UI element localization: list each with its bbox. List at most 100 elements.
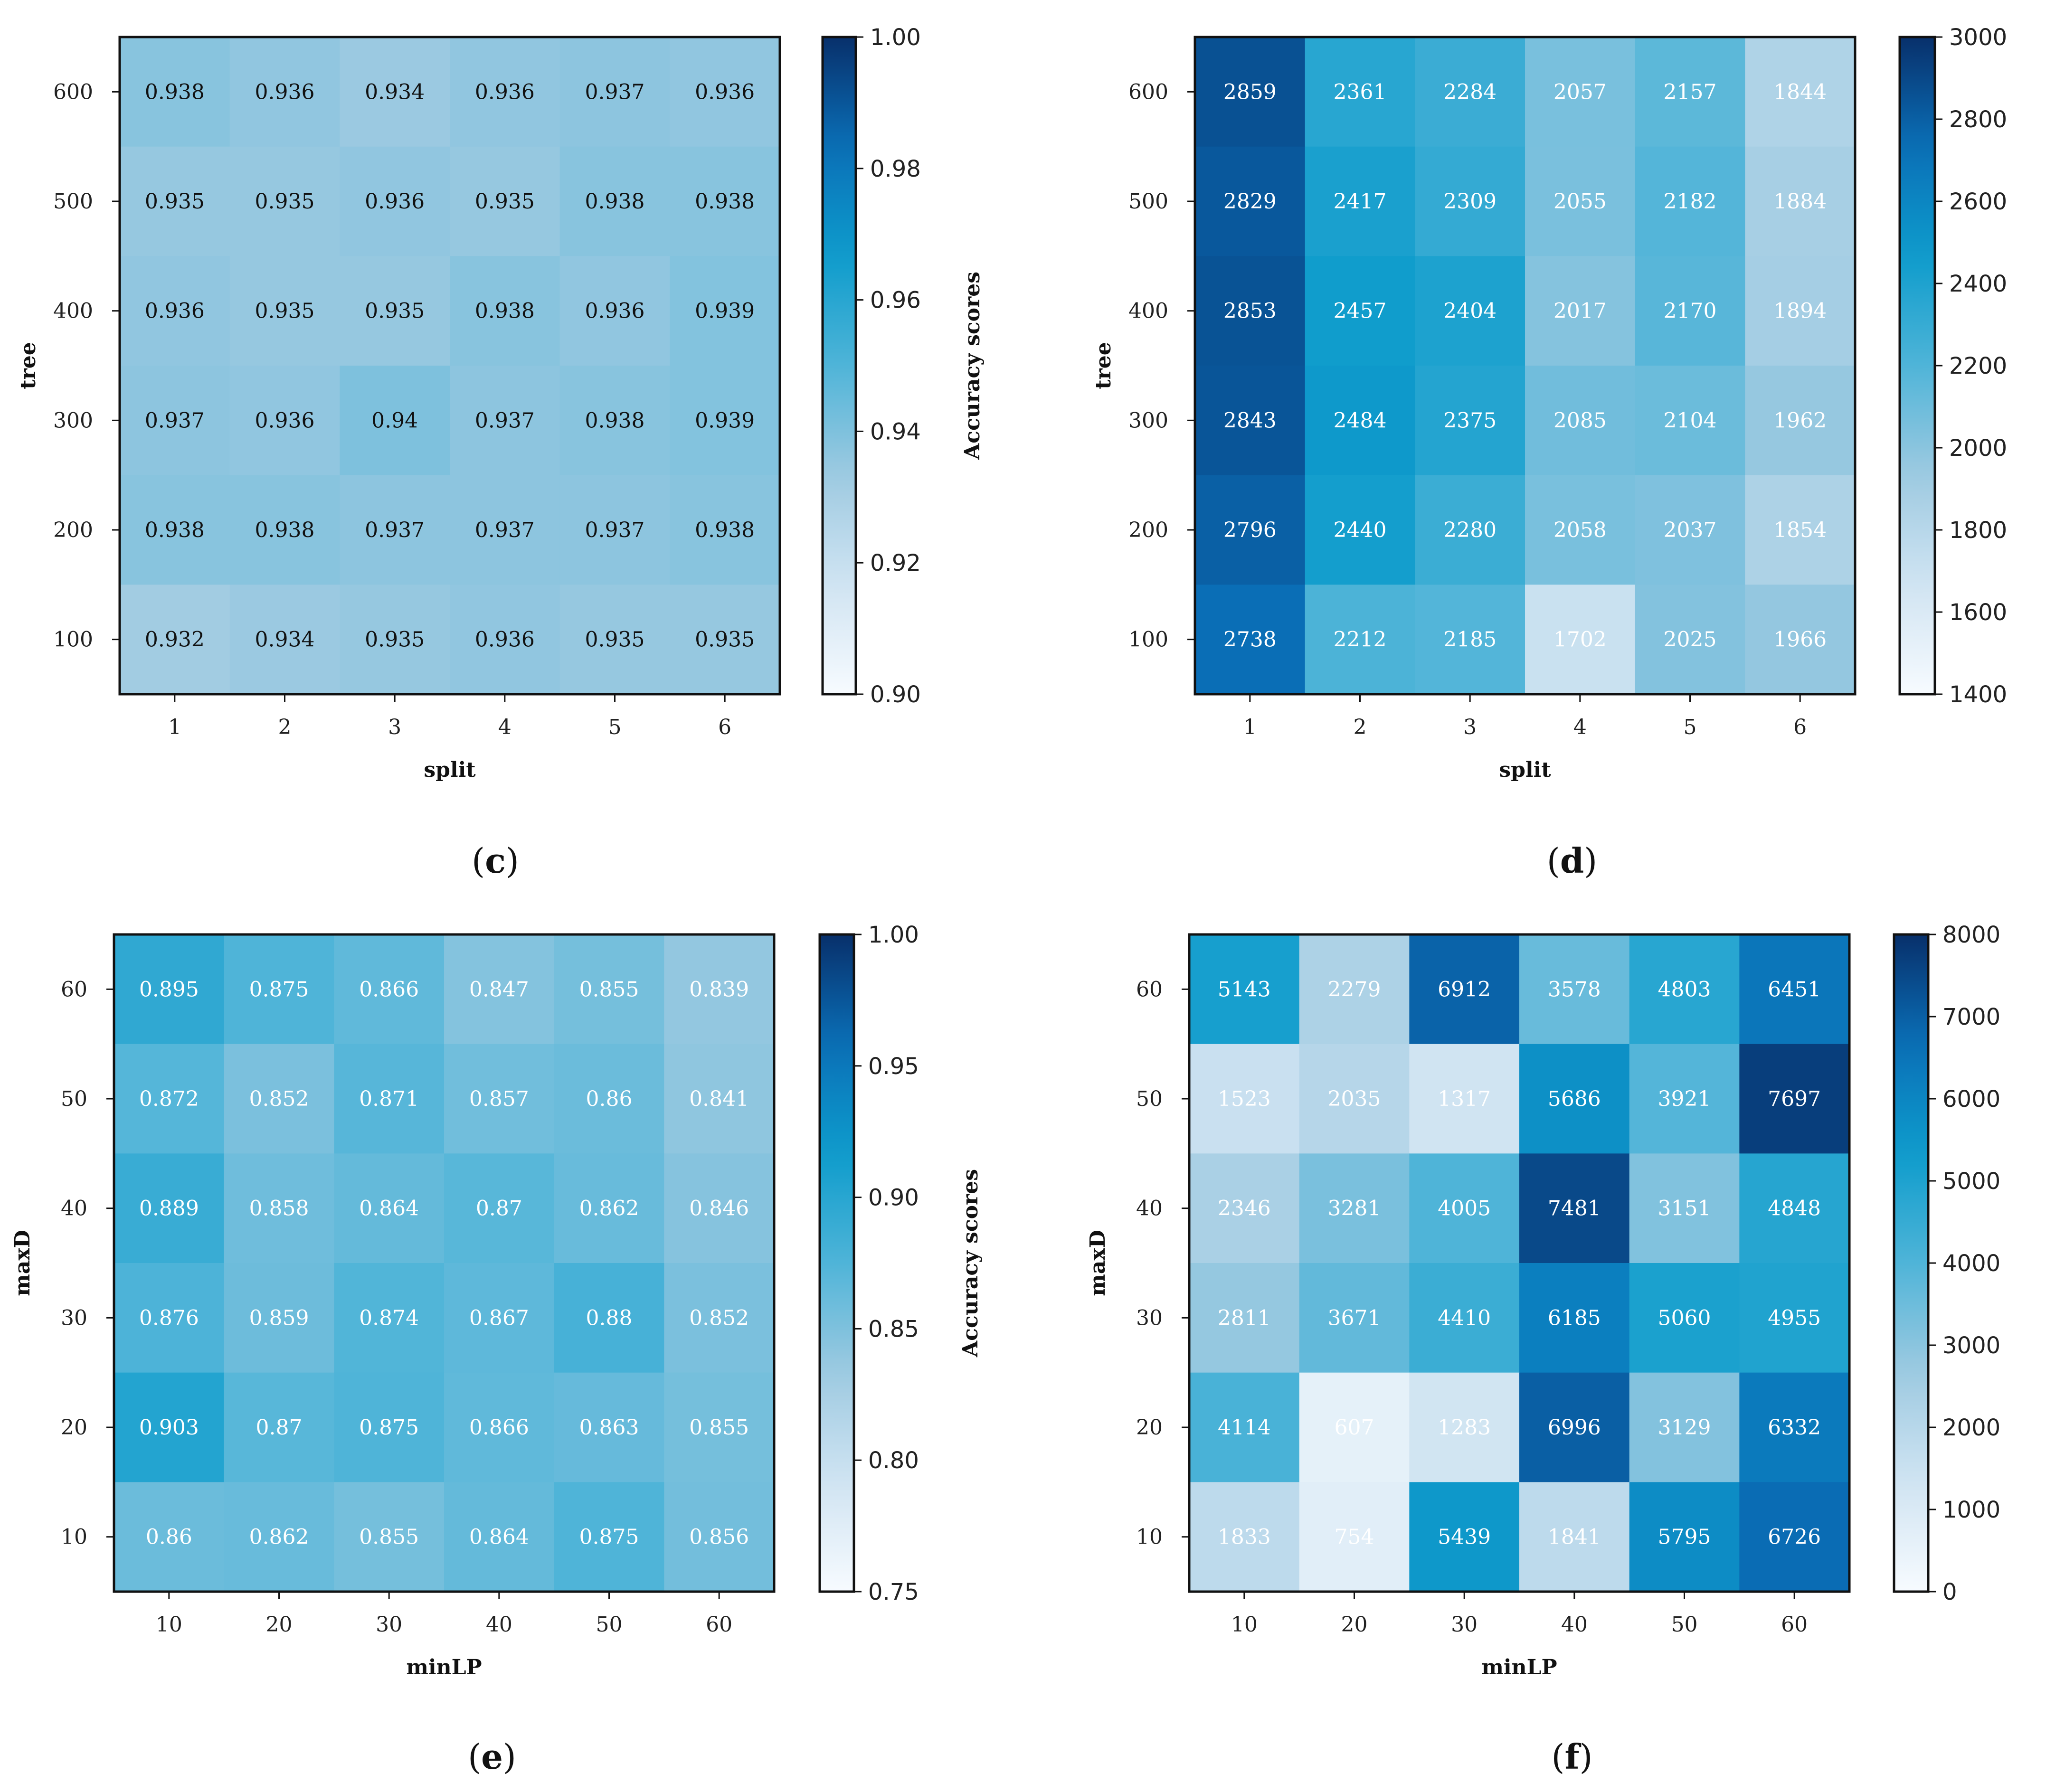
heatmap-cell <box>1525 37 1636 147</box>
heatmap-cell <box>334 934 445 1045</box>
colorbar-tick-label: 0.80 <box>868 1447 919 1474</box>
cell-value-label: 6332 <box>1768 1415 1821 1440</box>
caption-letter: d <box>1560 840 1584 881</box>
cell-value-label: 1702 <box>1553 628 1607 652</box>
heatmap-cell <box>559 256 670 366</box>
y-tick-label: 300 <box>53 408 93 433</box>
heatmap-cell <box>554 1482 664 1592</box>
colorbar-tick-label: 0.92 <box>870 550 921 576</box>
heatmap-frame <box>1194 36 1857 696</box>
caption-letter: c <box>485 840 506 881</box>
cell-value-label: 0.938 <box>145 518 205 542</box>
heatmap-cell <box>450 146 560 256</box>
cell-value-label: 2440 <box>1334 518 1387 542</box>
cell-value-label: 0.934 <box>365 80 425 104</box>
cell-value-label: 0.876 <box>139 1306 199 1330</box>
colorbar-tick-label: 7000 <box>1942 1004 2000 1030</box>
colorbar-frame <box>818 933 855 1593</box>
x-tick-label: 10 <box>156 1613 182 1637</box>
panel-caption: (d) <box>1547 840 1598 881</box>
x-tick-label: 20 <box>1341 1613 1368 1637</box>
cell-value-label: 3921 <box>1658 1087 1711 1111</box>
colorbar-tick-label: 0.85 <box>868 1316 919 1342</box>
cell-value-label: 0.864 <box>469 1525 529 1549</box>
y-tick-label: 600 <box>1128 80 1168 104</box>
cell-value-label: 6185 <box>1548 1306 1601 1330</box>
heatmap-cell <box>340 146 450 256</box>
caption-close-paren: ) <box>503 1737 516 1777</box>
heatmap-cell <box>340 37 450 147</box>
x-axis-label: split <box>1499 758 1551 782</box>
colorbar-tick-label: 1400 <box>1949 681 2007 708</box>
heatmap-cell <box>554 1372 664 1482</box>
heatmap-cell <box>1745 366 1856 476</box>
heatmap-cell <box>450 585 560 695</box>
x-tick-label: 40 <box>486 1613 512 1637</box>
heatmap-cell <box>1629 1263 1740 1373</box>
heatmap-cell <box>224 934 334 1045</box>
heatmap-cell <box>1629 934 1740 1045</box>
heatmap-cell <box>1195 585 1306 695</box>
cell-value-label: 2025 <box>1664 628 1717 652</box>
colorbar-label: Accuracy scores <box>960 272 985 460</box>
heatmap-cell <box>224 1482 334 1592</box>
heatmap-cell <box>1415 37 1525 147</box>
heatmap-cell <box>1415 585 1525 695</box>
heatmap-cell <box>1195 256 1306 366</box>
cell-value-label: 4803 <box>1658 977 1711 1001</box>
heatmap-cell <box>1629 1044 1740 1154</box>
panel-caption: (c) <box>472 840 519 881</box>
heatmap-cell <box>1305 585 1415 695</box>
cell-value-label: 2417 <box>1334 189 1387 214</box>
cell-value-label: 1966 <box>1773 628 1827 652</box>
cell-value-label: 0.939 <box>695 408 755 433</box>
heatmap-cell <box>1635 475 1745 585</box>
cell-value-label: 0.859 <box>249 1306 309 1330</box>
y-tick-label: 10 <box>1136 1525 1163 1549</box>
cell-value-label: 0.937 <box>475 518 535 542</box>
y-tick-label: 100 <box>53 628 93 652</box>
cell-value-label: 5795 <box>1658 1525 1711 1549</box>
heatmap-cell <box>1415 475 1525 585</box>
cell-value-label: 2170 <box>1664 299 1717 323</box>
x-tick-label: 3 <box>1463 715 1477 739</box>
cell-value-label: 0.935 <box>365 299 425 323</box>
heatmap-cell <box>334 1263 445 1373</box>
cell-value-label: 0.875 <box>579 1525 639 1549</box>
x-tick-label: 5 <box>1684 715 1697 739</box>
y-tick-label: 20 <box>61 1415 87 1440</box>
cell-value-label: 0.935 <box>365 628 425 652</box>
heatmap-cell <box>1519 1263 1630 1373</box>
heatmap-cell <box>1519 1044 1630 1154</box>
heatmap-frame <box>118 36 781 696</box>
heatmap-cell <box>340 256 450 366</box>
heatmap-cell <box>229 366 340 476</box>
cell-value-label: 2035 <box>1328 1087 1381 1111</box>
heatmap-cell <box>120 366 230 476</box>
heatmap-cell <box>554 1263 664 1373</box>
cell-value-label: 0.935 <box>255 189 315 214</box>
heatmap-cell <box>1189 1044 1300 1154</box>
colorbar-tick-label: 0.96 <box>870 287 921 314</box>
y-tick-label: 30 <box>61 1306 87 1330</box>
heatmap-cell <box>1299 1044 1410 1154</box>
heatmap-frame <box>1188 933 1851 1593</box>
heatmap-cell <box>559 585 670 695</box>
caption-letter: f <box>1565 1736 1582 1777</box>
cell-value-label: 3671 <box>1328 1306 1381 1330</box>
cell-value-label: 1833 <box>1218 1525 1271 1549</box>
heatmap-cell <box>450 256 560 366</box>
caption-open-paren: ( <box>1547 841 1560 881</box>
cell-value-label: 0.935 <box>585 628 645 652</box>
cell-value-label: 2182 <box>1664 189 1717 214</box>
heatmap-cell <box>1305 256 1415 366</box>
y-tick-label: 200 <box>1128 518 1168 542</box>
x-axis-label: minLP <box>1481 1655 1557 1679</box>
cell-value-label: 0.937 <box>145 408 205 433</box>
cell-value-label: 0.939 <box>695 299 755 323</box>
heatmap-cell <box>1519 1482 1630 1592</box>
cell-value-label: 0.938 <box>255 518 315 542</box>
colorbar-tick-label: 0.75 <box>868 1579 919 1605</box>
x-tick-label: 30 <box>376 1613 402 1637</box>
